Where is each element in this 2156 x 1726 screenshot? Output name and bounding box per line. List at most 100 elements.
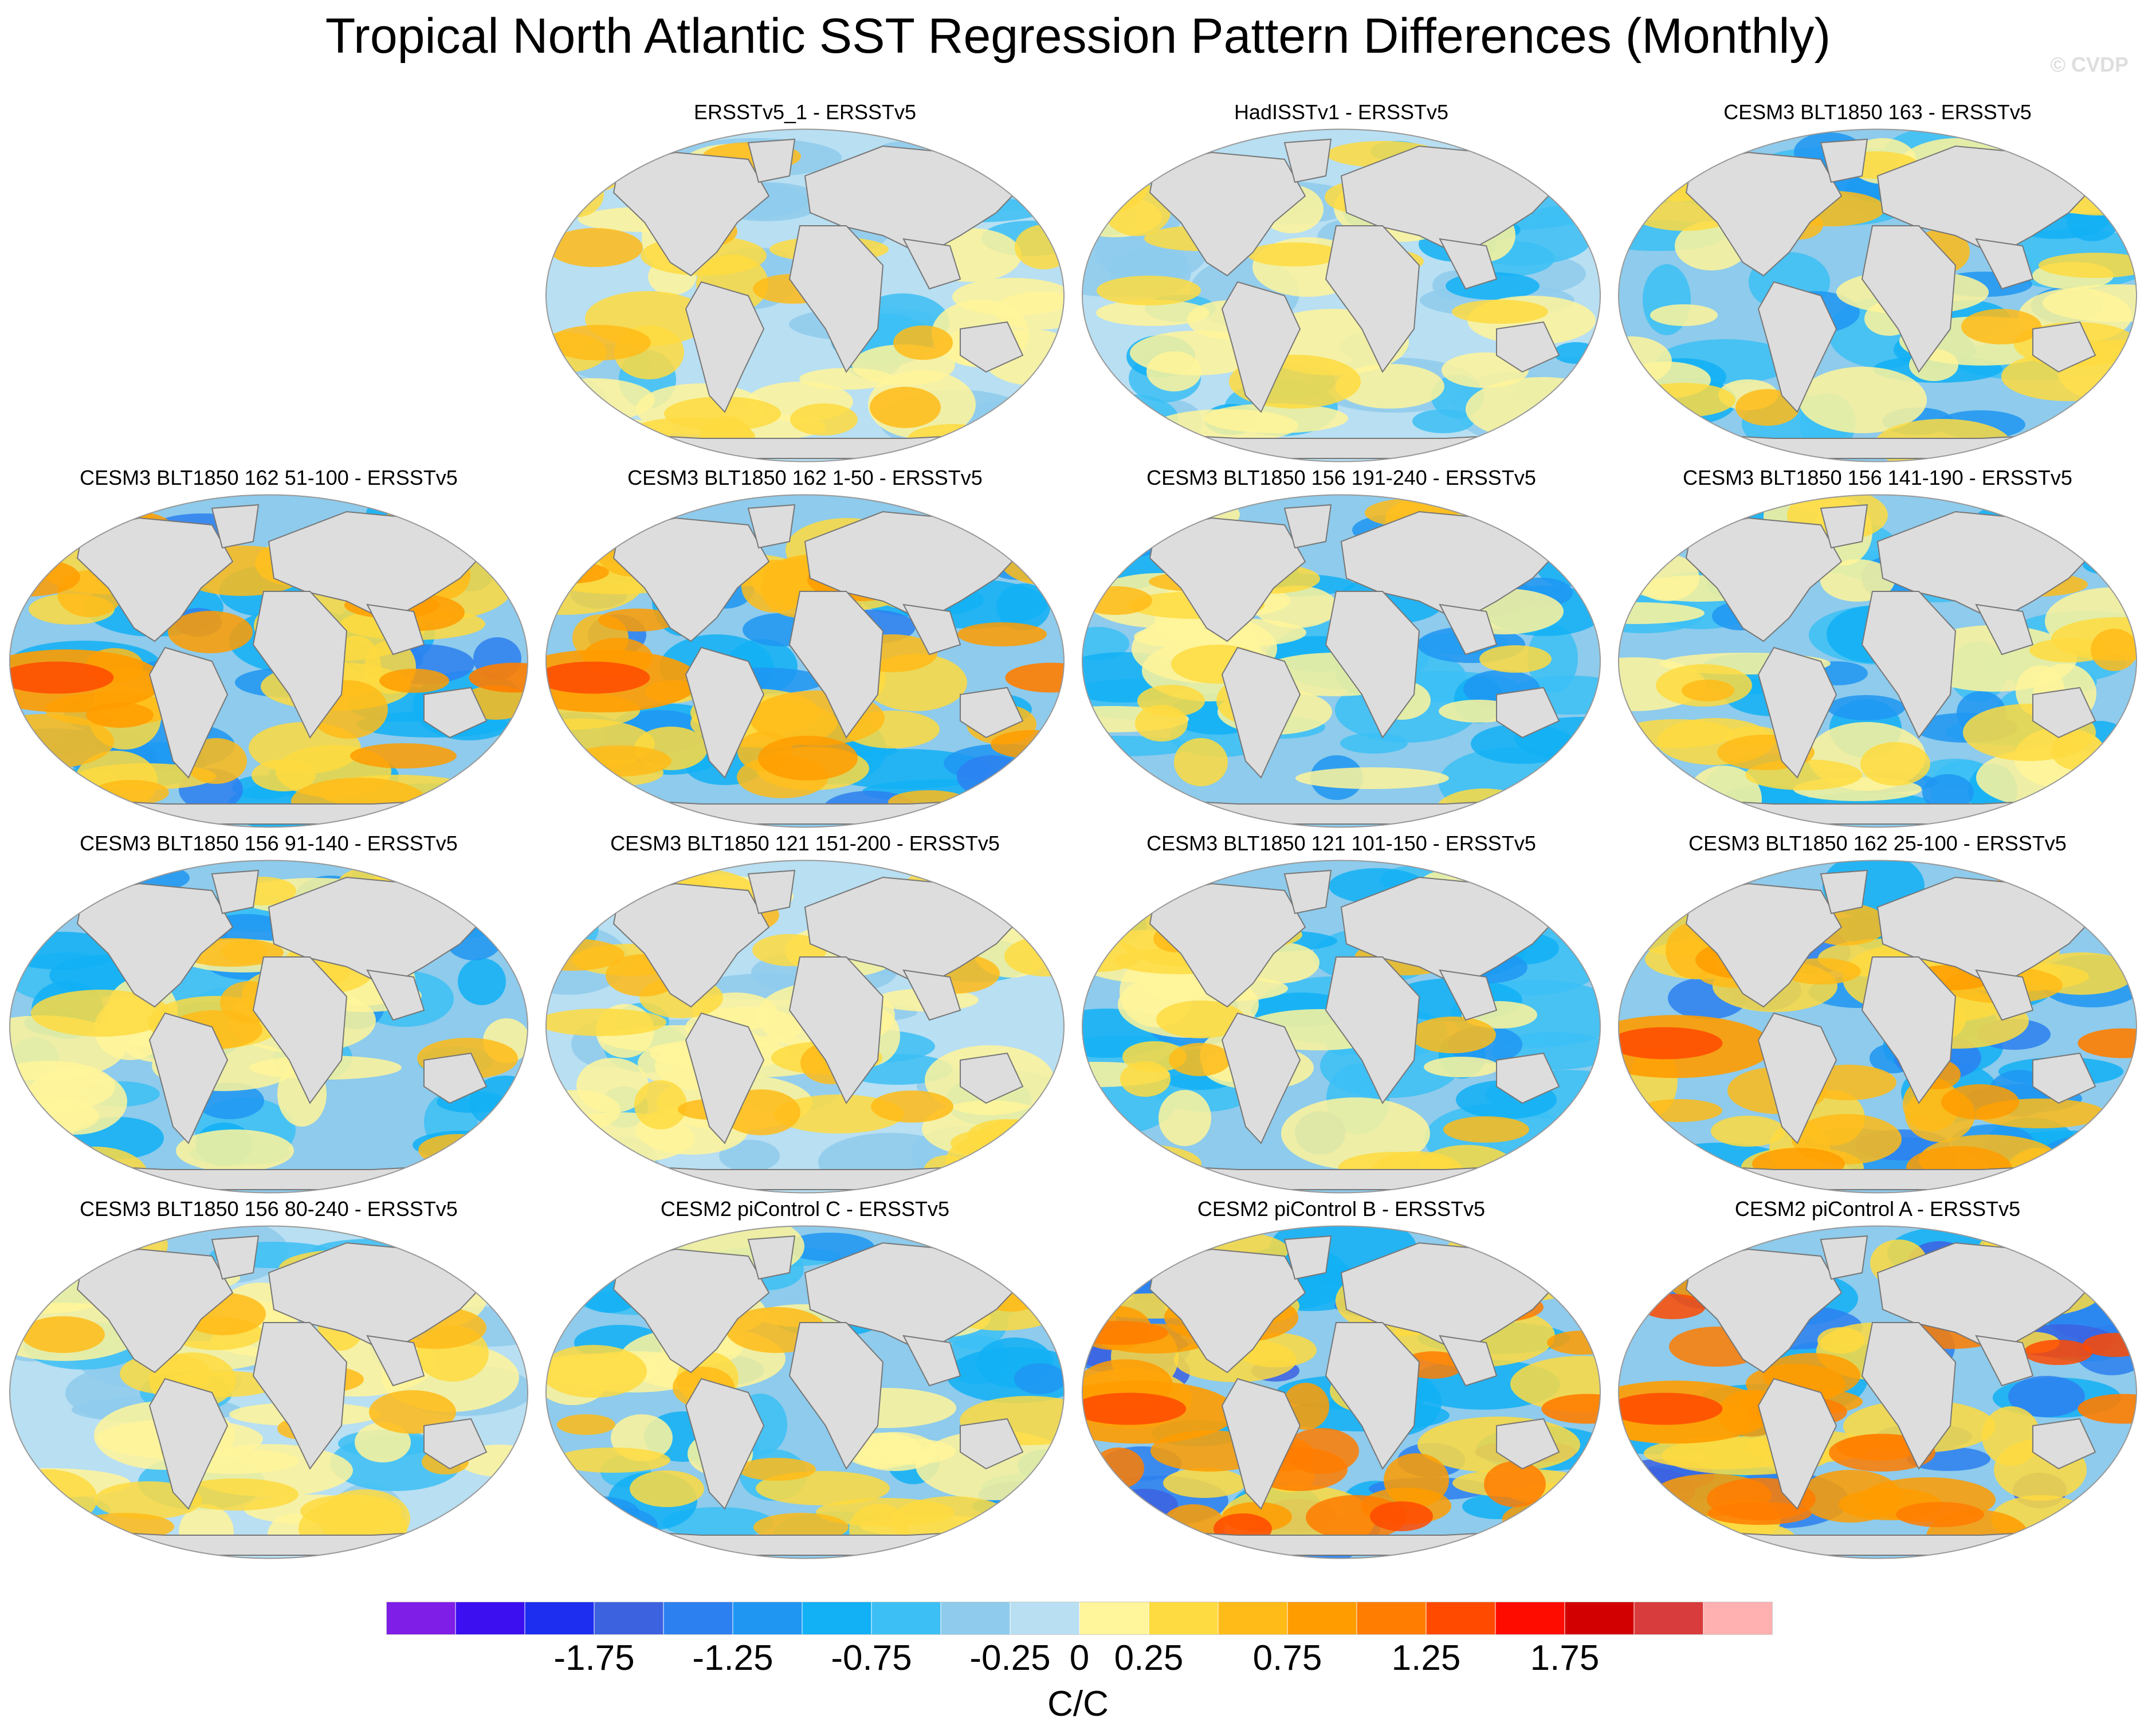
land-greenland — [747, 1235, 796, 1280]
map-outline — [1082, 494, 1601, 828]
panel-title: CESM3 BLT1850 162 1-50 - ERSSTv5 — [627, 466, 983, 489]
map-outline — [9, 860, 528, 1194]
land-australia — [423, 687, 488, 739]
land-asia-south — [1439, 969, 1498, 1021]
map-outline — [545, 1225, 1065, 1559]
land-greenland — [1283, 138, 1332, 183]
land-asia-south — [1975, 603, 2034, 656]
colorbar-swatch — [1287, 1602, 1357, 1635]
land-asia-south — [902, 1335, 961, 1387]
land-africa — [788, 1322, 884, 1470]
land-australia — [1496, 1418, 1560, 1470]
land-south-america — [1757, 281, 1837, 413]
map-panel: CESM3 BLT1850 156 191-240 - ERSSTv5 — [1081, 466, 1602, 833]
land-north-america — [76, 882, 234, 1008]
land-africa — [1325, 1322, 1420, 1470]
map-panel: CESM3 BLT1850 156 91-140 - ERSSTv5 — [8, 831, 529, 1198]
panel-title: CESM2 piControl C - ERSSTv5 — [660, 1197, 950, 1221]
map-panel: ERSSTv5_1 - ERSSTv5 — [544, 100, 1066, 467]
map-panel: CESM3 BLT1850 163 - ERSSTv5 — [1617, 100, 2138, 467]
land-north-america — [612, 517, 770, 642]
land-australia — [960, 1052, 1024, 1104]
map-panel: CESM3 BLT1850 121 101-150 - ERSSTv5 — [1081, 831, 1602, 1198]
global-map — [1082, 1225, 1601, 1559]
colorbar-swatch — [1425, 1602, 1496, 1635]
land-asia-south — [1439, 603, 1498, 656]
map-outline — [1618, 494, 2137, 828]
colorbar-units-label: C/C — [1047, 1684, 1109, 1724]
map-outline — [545, 128, 1065, 462]
global-map — [545, 128, 1065, 462]
land-greenland — [747, 869, 796, 915]
land-greenland — [1820, 138, 1868, 183]
land-greenland — [1283, 869, 1332, 915]
land-africa — [1861, 1322, 1957, 1470]
global-map — [545, 494, 1065, 828]
sst-field — [1619, 495, 2137, 827]
colorbar-swatch — [1010, 1602, 1080, 1635]
map-outline — [1082, 1225, 1601, 1559]
map-outline — [1618, 860, 2137, 1194]
global-map — [545, 860, 1065, 1194]
land-north-america — [1685, 882, 1843, 1008]
land-north-america — [612, 151, 770, 277]
land-greenland — [211, 1235, 260, 1280]
colorbar-swatch — [1495, 1602, 1565, 1635]
land-australia — [423, 1418, 488, 1470]
land-greenland — [1820, 1235, 1868, 1280]
land-asia-south — [366, 603, 425, 656]
global-map — [1618, 128, 2137, 462]
colorbar-swatch — [386, 1602, 456, 1635]
land-south-america — [685, 1012, 765, 1144]
land-asia-south — [902, 969, 961, 1021]
map-panel: CESM3 BLT1850 162 51-100 - ERSSTv5 — [8, 466, 529, 833]
land-australia — [2032, 1418, 2096, 1470]
land-south-america — [685, 281, 765, 413]
colorbar-tick-label: 0.75 — [1252, 1638, 1322, 1678]
colorbar-tick-label: -0.75 — [831, 1638, 912, 1678]
land-south-america — [148, 1378, 229, 1510]
land-north-america — [1149, 517, 1306, 642]
land-africa — [1861, 591, 1957, 739]
land-australia — [423, 1052, 488, 1104]
map-panel: CESM2 piControl B - ERSSTv5 — [1081, 1197, 1602, 1564]
land-greenland — [1283, 504, 1332, 549]
panel-title: CESM3 BLT1850 162 25-100 - ERSSTv5 — [1688, 831, 2067, 855]
panel-title: CESM3 BLT1850 121 151-200 - ERSSTv5 — [610, 831, 1000, 855]
global-map — [9, 494, 528, 828]
sst-field — [1082, 1226, 1600, 1559]
land-africa — [788, 225, 884, 373]
map-panel: CESM3 BLT1850 162 25-100 - ERSSTv5 — [1617, 831, 2138, 1198]
land-south-america — [1757, 646, 1837, 779]
panel-title: CESM3 BLT1850 156 191-240 - ERSSTv5 — [1146, 466, 1536, 489]
land-australia — [2032, 1052, 2096, 1104]
colorbar-swatch — [940, 1602, 1011, 1635]
colorbar-tick-label: 1.25 — [1391, 1638, 1461, 1678]
colorbar-swatch — [732, 1602, 803, 1635]
map-panel: HadISSTv1 - ERSSTv5 — [1081, 100, 1602, 467]
colorbar-swatch — [802, 1602, 872, 1635]
land-australia — [960, 687, 1024, 739]
colorbar-tick-label: -0.25 — [969, 1638, 1051, 1678]
global-map — [1082, 494, 1601, 828]
land-africa — [1861, 956, 1957, 1104]
map-outline — [1618, 128, 2137, 462]
map-outline — [9, 494, 528, 828]
global-map — [1618, 494, 2137, 828]
figure-title: Tropical North Atlantic SST Regression P… — [325, 9, 1831, 64]
map-outline — [1082, 860, 1601, 1194]
global-map — [1082, 128, 1601, 462]
global-map — [1082, 860, 1601, 1194]
cvdp-watermark: © CVDP — [2050, 53, 2128, 76]
colorbar-tick-label: 1.75 — [1530, 1638, 1600, 1678]
map-panel: CESM3 BLT1850 156 141-190 - ERSSTv5 — [1617, 466, 2138, 833]
map-outline — [545, 494, 1065, 828]
map-panel: CESM2 piControl C - ERSSTv5 — [544, 1197, 1066, 1564]
colorbar-tick-label: 0 — [1069, 1638, 1090, 1678]
map-panel: CESM3 BLT1850 156 80-240 - ERSSTv5 — [8, 1197, 529, 1564]
colorbar-swatch — [1218, 1602, 1288, 1635]
land-north-america — [76, 517, 234, 642]
panel-title: CESM3 BLT1850 156 91-140 - ERSSTv5 — [80, 831, 458, 855]
map-outline — [9, 1225, 528, 1559]
land-australia — [960, 321, 1024, 373]
